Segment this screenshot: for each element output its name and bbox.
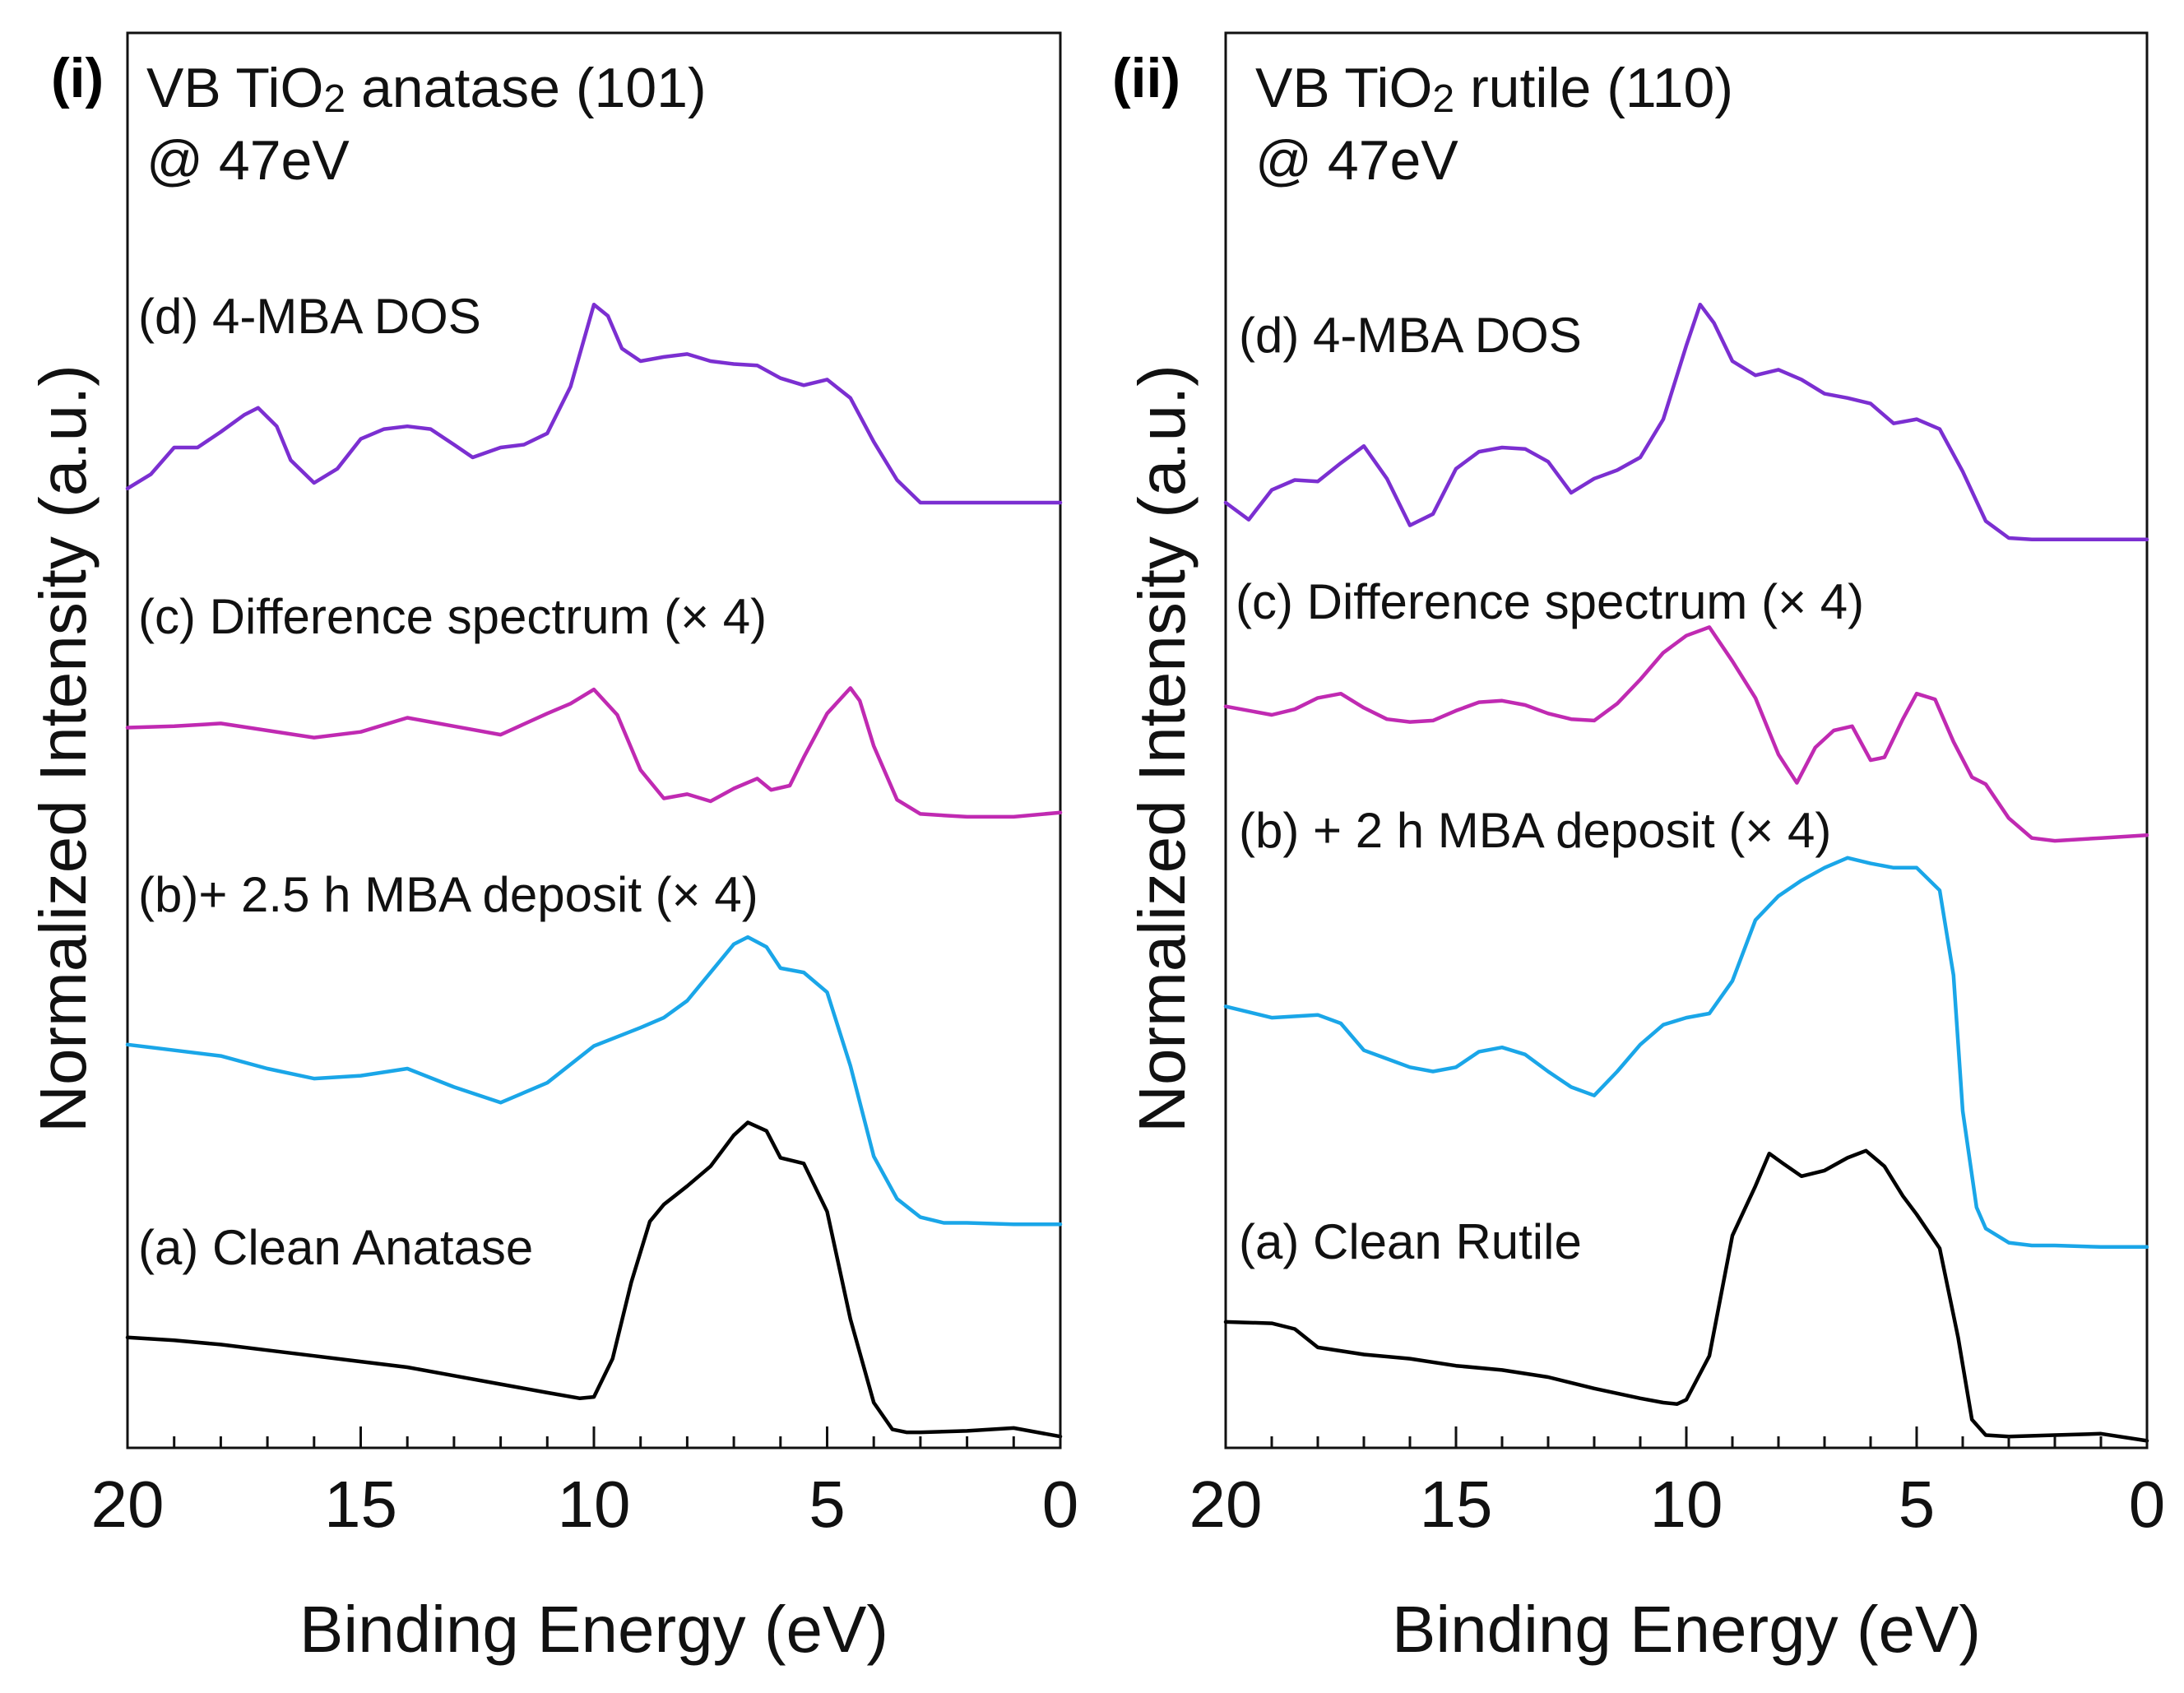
y-axis-label: Normalized Intensity (a.u.): [26, 364, 100, 1133]
x-tick-label: 0: [1042, 1468, 1079, 1541]
y-axis-label: Normalized Intensity (a.u.): [1125, 364, 1199, 1133]
series-label-layer: (d) 4-MBA DOS (c) Difference spectrum (× …: [1236, 308, 1864, 1269]
series-line-1: [1223, 625, 2149, 843]
panel-anatase: 20 15 10 5 0 (d) 4-MBA DOS (c) Difference spe…: [26, 31, 1079, 1666]
x-tick-label-layer: 20 15 10 5 0: [1189, 1468, 2166, 1541]
x-tick-layer: [1224, 1426, 2149, 1448]
series-layer: [125, 302, 1063, 1439]
panel-title: VB TiO2 anatase (101): [146, 57, 707, 121]
panel-title-pre: VB TiO: [146, 57, 323, 119]
series-label-0: (d) 4-MBA DOS: [138, 289, 481, 344]
x-tick-label: 15: [1420, 1468, 1493, 1541]
series-line-3: [125, 1120, 1063, 1439]
x-tick-label: 15: [324, 1468, 397, 1541]
panel-title: VB TiO2 rutile (110): [1255, 57, 1733, 121]
x-tick-layer: [126, 1426, 1062, 1448]
x-tick-label-layer: 20 15 10 5 0: [91, 1468, 1079, 1541]
panel-title-post: anatase (101): [345, 57, 707, 119]
x-tick-label: 0: [2129, 1468, 2166, 1541]
x-tick-label: 5: [1899, 1468, 1936, 1541]
x-tick-label: 20: [91, 1468, 165, 1541]
x-tick-label: 20: [1189, 1468, 1263, 1541]
x-tick-label: 10: [558, 1468, 631, 1541]
series-line-2: [1223, 856, 2149, 1250]
panel-title-pre: VB TiO: [1255, 57, 1432, 119]
series-label-1: (c) Difference spectrum (× 4): [1236, 574, 1864, 629]
x-tick-label: 10: [1650, 1468, 1723, 1541]
x-tick-label: 5: [809, 1468, 846, 1541]
series-line-1: [125, 686, 1063, 819]
panel-title-subscript: 2: [1432, 77, 1454, 121]
x-axis-label: Binding Energy (eV): [1392, 1593, 1981, 1666]
series-label-0: (d) 4-MBA DOS: [1239, 308, 1582, 363]
panel-label: (ii): [1112, 47, 1180, 109]
series-label-2: (b)+ 2.5 h MBA deposit (× 4): [138, 867, 758, 922]
series-line-0: [1223, 302, 2149, 542]
series-label-3: (a) Clean Rutile: [1239, 1214, 1582, 1269]
series-label-1: (c) Difference spectrum (× 4): [138, 589, 767, 644]
series-line-0: [125, 302, 1063, 505]
series-label-2: (b) + 2 h MBA deposit (× 4): [1239, 803, 1831, 858]
x-axis-label: Binding Energy (eV): [299, 1593, 888, 1666]
panel-label: (i): [51, 47, 104, 109]
series-label-3: (a) Clean Anatase: [138, 1220, 533, 1275]
series-layer: [1223, 302, 2149, 1443]
panel-subtitle: @ 47eV: [146, 129, 350, 192]
panel-rutile: 20 15 10 5 0 (d) 4-MBA DOS (c) Difference spe…: [1112, 31, 2166, 1666]
series-line-2: [125, 935, 1063, 1227]
series-line-3: [1223, 1148, 2149, 1443]
panel-title-post: rutile (110): [1454, 57, 1733, 119]
series-label-layer: (d) 4-MBA DOS (c) Difference spectrum (× …: [138, 289, 767, 1275]
panel-subtitle: @ 47eV: [1255, 129, 1458, 192]
panel-title-subscript: 2: [323, 77, 345, 121]
